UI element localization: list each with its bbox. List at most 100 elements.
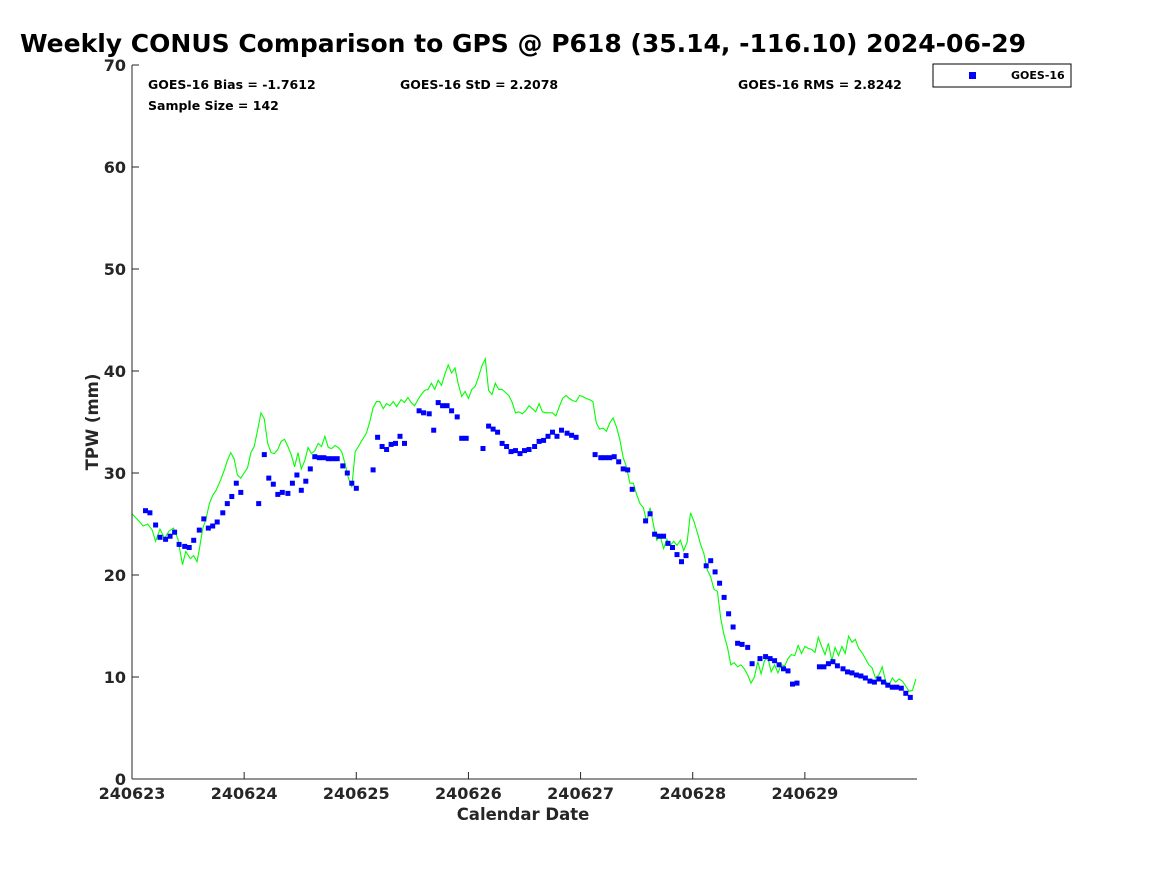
goes16-point [830,659,836,665]
goes16-point [504,444,510,449]
x-axis-label: Calendar Date [457,805,590,824]
goes16-point [349,480,355,486]
y-tick-label: 60 [104,158,126,177]
goes16-point [767,656,773,662]
goes16-point [569,432,575,438]
goes16-point [459,435,465,441]
goes16-point [564,430,570,436]
goes16-point [849,670,855,676]
goes16-point [256,501,262,507]
rms-stat: GOES-16 RMS = 2.8242 [738,77,902,92]
x-tick-label: 240626 [435,784,502,803]
goes16-point [330,456,336,462]
goes16-point [853,672,859,678]
goes16-point [463,435,469,441]
goes16-point [416,408,422,414]
goes16-point [454,414,460,420]
goes16-point [834,663,840,669]
goes16-point [426,411,432,417]
goes16-point [840,666,846,672]
goes16-point [679,559,684,565]
goes16-point [821,664,827,670]
goes16-point [717,580,723,586]
goes16-point [388,441,394,447]
legend: GOES-16 [932,63,1072,88]
goes16-point [513,448,518,454]
goes16-point [652,531,658,537]
goes16-point [266,475,272,481]
goes16-point [182,543,188,549]
goes16-point [307,466,313,472]
y-tick-label: 40 [104,362,126,381]
goes16-point [894,684,900,690]
goes16-point [321,455,327,461]
goes16-point [143,508,148,514]
goes16-point [735,640,741,646]
goes16-point [629,486,635,492]
goes16-point [592,452,598,458]
goes16-point [903,690,909,696]
goes16-point [344,470,350,476]
y-axis: 0 10 20 30 40 50 60 70 [104,56,139,789]
goes16-point [845,669,850,675]
x-tick-label: 240629 [771,784,838,803]
goes16-point [196,527,202,533]
goes16-point [763,654,769,660]
goes16-point [334,456,340,462]
goes16-point [816,664,822,670]
goes16-point [393,440,398,446]
goes16-point [214,519,220,525]
goes16-point [224,501,230,507]
goes16-point [220,510,226,516]
goes16-point [402,440,407,446]
y-tick-label: 30 [104,464,126,483]
goes16-point [598,455,604,461]
goes16-point [670,545,675,550]
goes16-point [522,448,527,454]
goes16-point [794,680,800,686]
x-tick-label: 240628 [659,784,726,803]
y-tick-label: 0 [115,770,126,789]
goes16-point [611,454,617,460]
goes16-point [898,685,904,691]
legend-box [932,63,1072,88]
goes16-point [384,447,390,452]
goes16-point [554,433,560,439]
x-axis: 240623 240624 240625 240626 240627 240628 2406… [99,772,917,803]
goes16-point [643,518,649,524]
goes16-point [726,611,732,617]
goes16-point [229,494,235,499]
goes16-point [517,451,523,457]
goes16-point [885,682,891,688]
plot-area [131,356,917,700]
goes16-point [616,459,622,465]
goes16-point [573,434,579,440]
goes16-point [607,455,613,461]
goes16-point [444,403,450,409]
goes16-point [712,569,718,575]
goes16-point [867,678,873,684]
goes16-point [163,536,169,542]
goes16-point [825,661,831,667]
x-tick-label: 240627 [547,784,614,803]
goes16-point [340,463,346,469]
goes16-point [153,522,159,528]
goes16-point [739,641,745,647]
x-tick-label: 240624 [211,784,278,803]
goes16-point [261,452,267,458]
goes16-point [157,534,163,540]
goes16-point [880,679,886,685]
goes16-point [536,438,542,444]
y-tick-label: 10 [104,668,126,687]
legend-marker-goes16 [969,72,976,79]
goes16-point [186,545,192,550]
goes16-point [191,537,197,543]
goes16-point [683,553,689,559]
goes16-point [656,533,662,539]
y-axis-label: TPW (mm) [83,374,102,471]
goes16-point [312,454,318,460]
goes16-point [708,558,714,564]
goes16-point [674,552,680,558]
goes16-point [421,410,427,416]
